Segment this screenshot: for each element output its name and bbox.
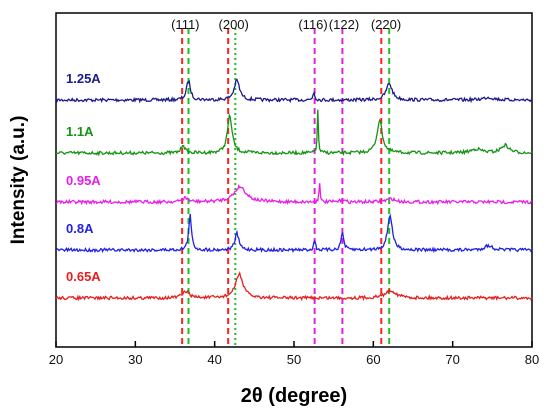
series-traces	[55, 78, 533, 302]
series-line	[55, 213, 533, 254]
series-line	[55, 109, 533, 157]
peak-annotations: (111) (200) (116) (122) (220)	[171, 17, 401, 32]
y-axis-title: Intensity (a.u.)	[8, 116, 29, 245]
x-tick-label: 70	[445, 352, 459, 367]
x-tick-label: 60	[366, 352, 380, 367]
peak-label: (122)	[329, 17, 359, 32]
series-label: 1.1A	[66, 124, 94, 139]
series-label: 0.95A	[66, 173, 101, 188]
x-tick-label: 30	[128, 352, 142, 367]
peak-label: (200)	[219, 17, 249, 32]
x-axis-ticks: 20 30 40 50 60 70 80	[49, 341, 539, 367]
peak-label: (111)	[171, 17, 199, 32]
peak-label: (220)	[371, 17, 401, 32]
x-tick-label: 40	[207, 352, 221, 367]
x-axis-title: 2θ (degree)	[241, 385, 347, 407]
x-tick-label: 20	[49, 352, 63, 367]
series-label: 0.65A	[66, 269, 101, 284]
peak-label: (116)	[298, 17, 327, 32]
series-line	[55, 183, 533, 206]
x-tick-label: 50	[287, 352, 301, 367]
series-labels: 1.25A 1.1A 0.95A 0.8A 0.65A	[66, 71, 101, 284]
series-label: 1.25A	[66, 71, 101, 86]
series-label: 0.8A	[66, 221, 94, 236]
x-tick-label: 80	[525, 352, 539, 367]
series-line	[55, 78, 533, 104]
series-line	[55, 271, 533, 302]
